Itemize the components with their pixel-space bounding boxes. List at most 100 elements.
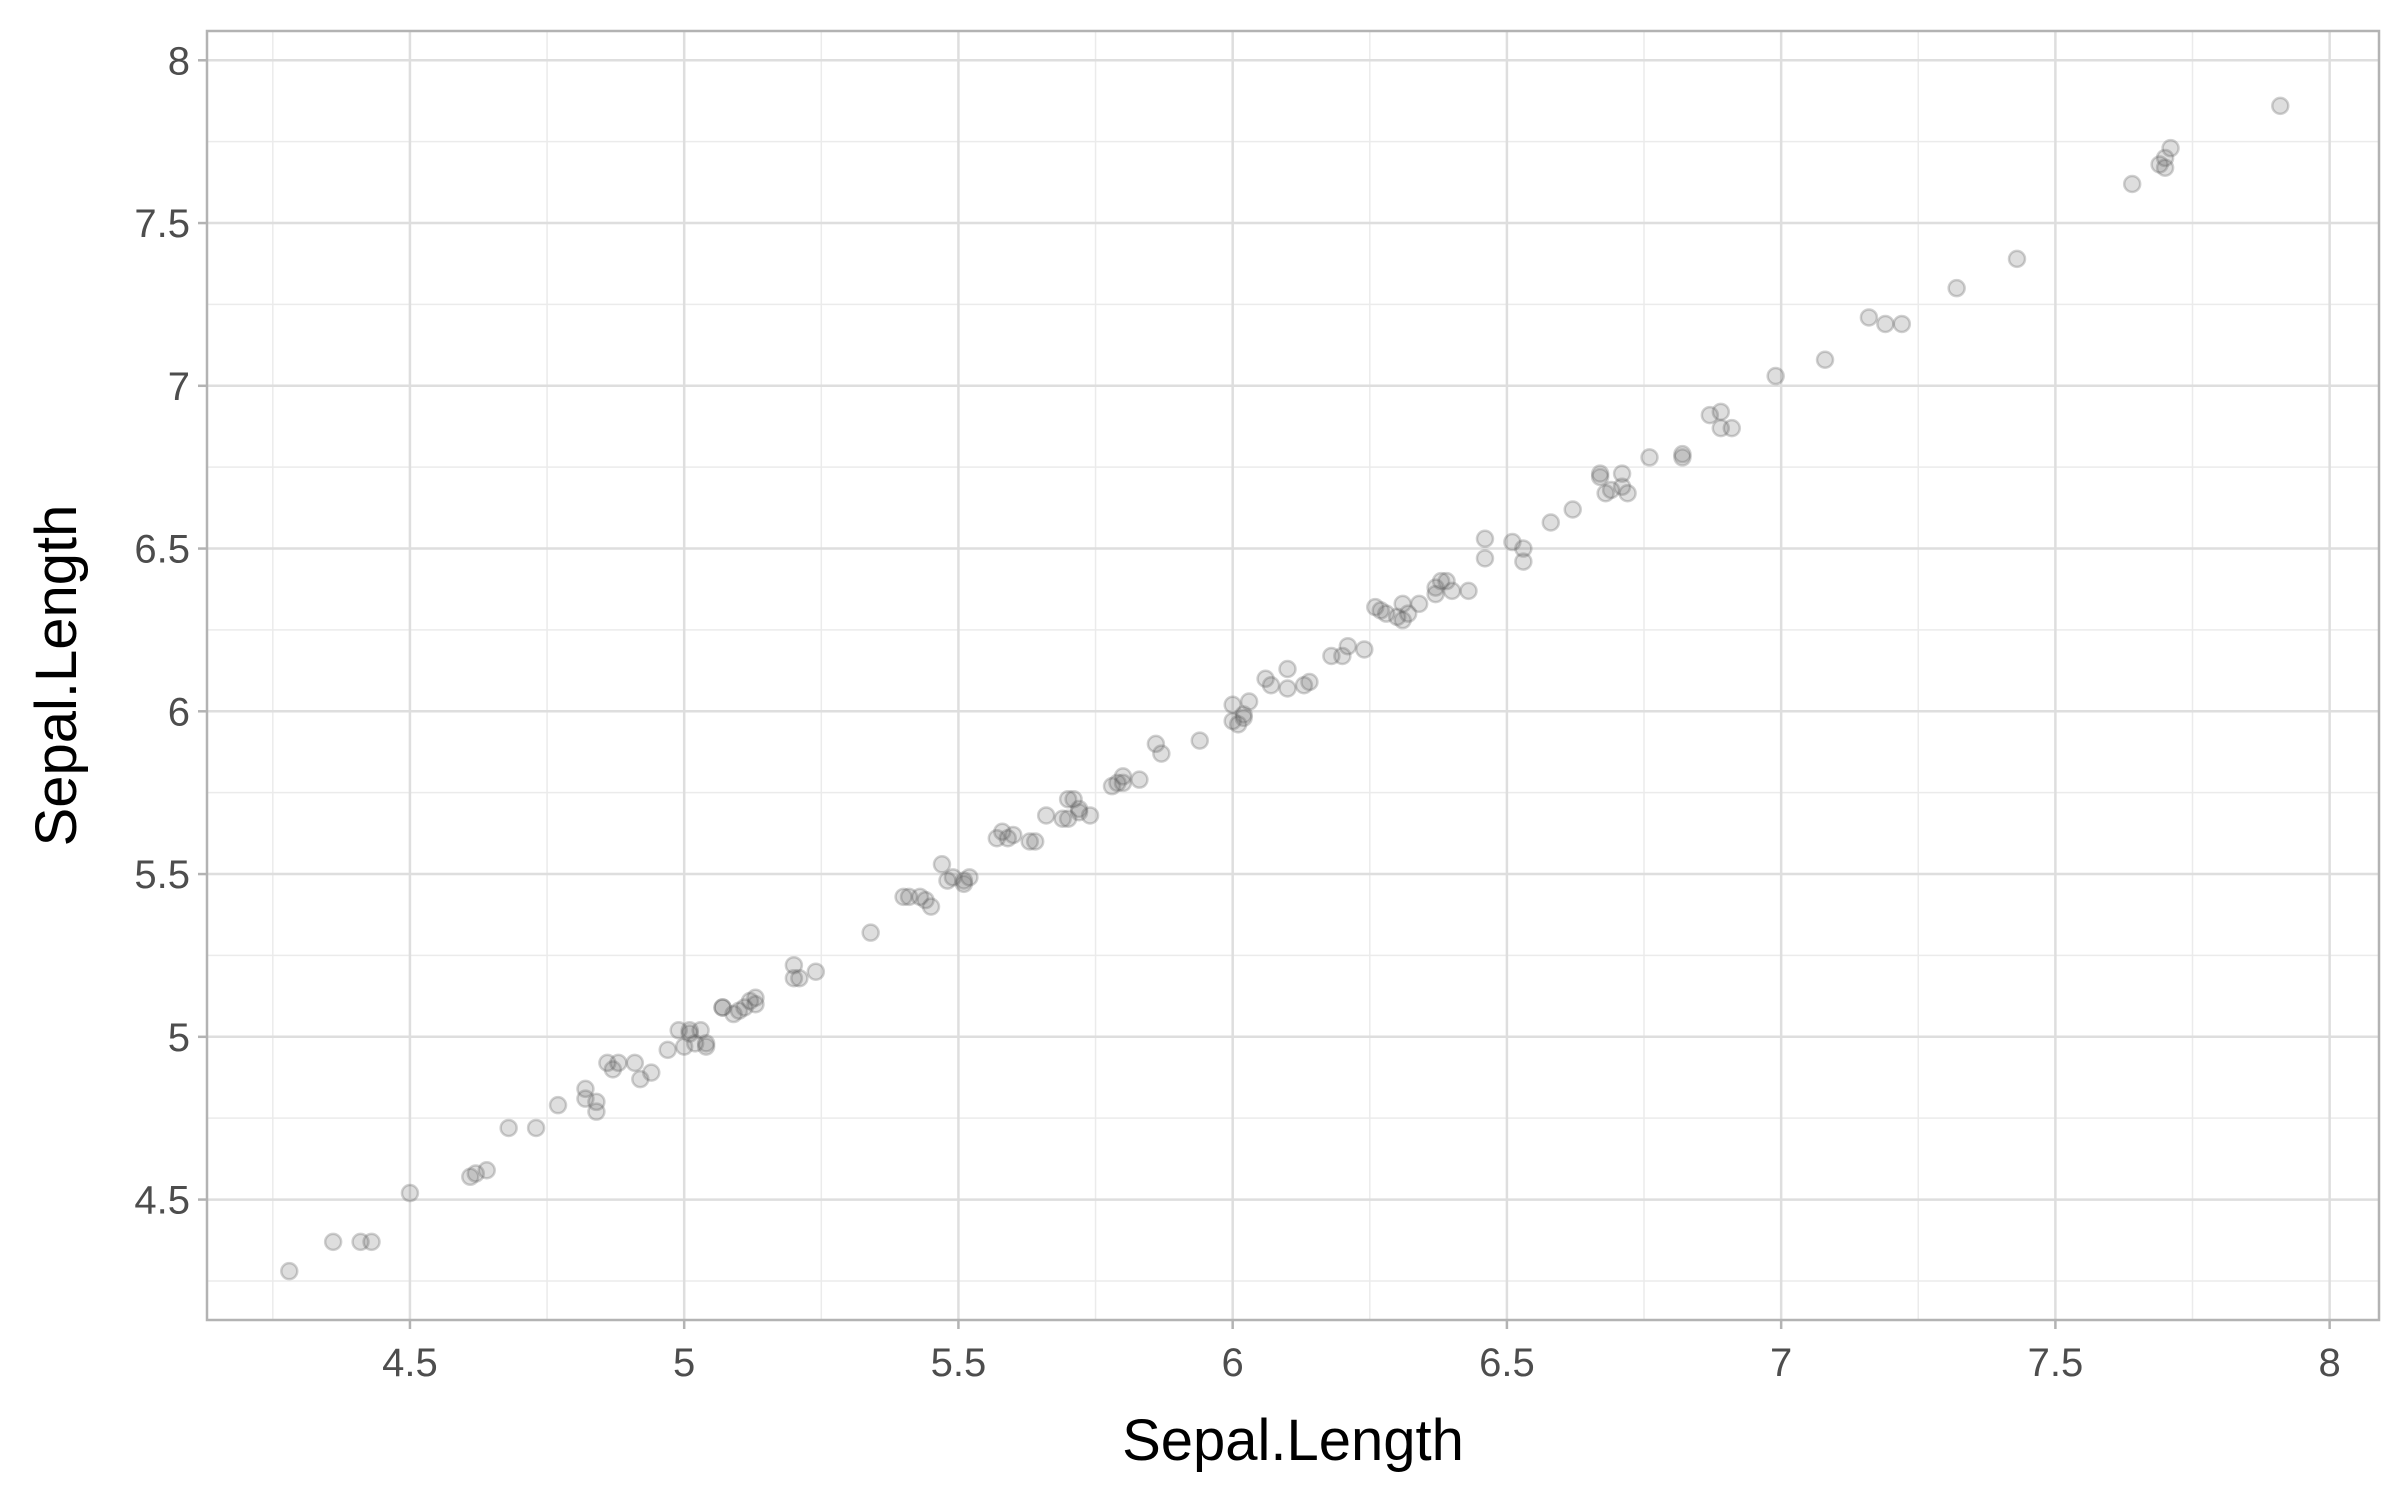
data-point [576, 1089, 595, 1108]
data-point [1459, 581, 1478, 601]
data-point [1322, 646, 1341, 666]
data-point [1590, 464, 1610, 483]
panel-border [205, 29, 2381, 1322]
data-point [790, 968, 809, 988]
data-point [587, 1092, 606, 1112]
y-tick-label: 6 [168, 690, 190, 734]
data-point [1722, 418, 1742, 438]
data-point [1711, 402, 1731, 422]
data-point [1431, 571, 1451, 591]
data-point [1234, 708, 1253, 728]
x-tick-label: 7.5 [2028, 1341, 2084, 1385]
data-point [1601, 480, 1621, 500]
data-point [548, 1095, 568, 1115]
data-point [1278, 679, 1297, 698]
data-points [280, 96, 2290, 1281]
y-tick-label: 4.5 [134, 1179, 190, 1223]
data-point [323, 1232, 343, 1252]
data-point [1398, 604, 1418, 623]
data-point [724, 1004, 743, 1024]
data-point [987, 829, 1007, 848]
data-point [1673, 448, 1692, 467]
y-tick-label: 7.5 [134, 202, 190, 246]
data-point [784, 955, 804, 975]
data-point [2007, 249, 2027, 269]
data-point [1223, 695, 1242, 715]
data-point [1563, 500, 1582, 519]
y-tick-label: 8 [168, 39, 190, 83]
y-tick-label: 6.5 [134, 528, 190, 572]
data-point [631, 1069, 650, 1089]
data-point [2271, 96, 2290, 116]
data-point [1036, 806, 1056, 825]
data-point [1113, 767, 1133, 786]
data-point [2155, 148, 2175, 168]
data-point [1409, 594, 1429, 614]
data-point [1892, 314, 1912, 334]
major-gridlines [207, 31, 2379, 1320]
data-point [603, 1060, 623, 1079]
x-tick-label: 7 [1770, 1341, 1792, 1385]
data-point [1393, 594, 1412, 614]
data-point [1612, 477, 1632, 496]
data-point [1371, 601, 1391, 620]
data-point [1020, 832, 1039, 851]
data-point [960, 868, 979, 887]
data-point [477, 1161, 496, 1180]
data-point [466, 1164, 486, 1183]
data-point [1069, 802, 1089, 822]
data-point [1640, 448, 1659, 467]
data-point [1102, 776, 1122, 796]
data-point [1053, 809, 1072, 828]
data-point [1503, 532, 1522, 552]
data-point [1426, 578, 1445, 597]
data-point [1612, 464, 1632, 483]
minor-gridlines [207, 31, 2379, 1320]
data-point [2161, 138, 2180, 158]
data-point [1711, 418, 1731, 438]
data-point [1366, 597, 1385, 617]
data-point [954, 874, 974, 894]
data-point [1596, 483, 1615, 503]
x-tick-label: 5 [673, 1341, 695, 1385]
data-point [1223, 711, 1242, 731]
data-point [729, 1001, 749, 1021]
data-point [1859, 308, 1879, 327]
data-point [1130, 770, 1149, 789]
data-point [1393, 610, 1412, 630]
data-point [1876, 314, 1895, 334]
x-axis-ticks: 4.5 5 5.5 6 6.5 7 7.5 8 [382, 1320, 2341, 1385]
data-point [1294, 676, 1314, 695]
data-point [932, 855, 952, 874]
data-point [1333, 646, 1352, 666]
data-point [499, 1118, 518, 1138]
data-point [1376, 604, 1396, 623]
data-point [1437, 571, 1456, 591]
data-point [1261, 676, 1281, 695]
data-point [740, 991, 760, 1011]
data-point [993, 822, 1012, 841]
data-point [1080, 806, 1100, 825]
data-point [1514, 539, 1533, 558]
data-point [1239, 692, 1259, 711]
data-point [685, 1034, 705, 1053]
data-point [1228, 715, 1248, 734]
data-point [598, 1053, 617, 1073]
data-point [609, 1053, 628, 1073]
data-point [1113, 773, 1133, 793]
data-point [351, 1232, 370, 1252]
x-tick-label: 6 [1222, 1341, 1244, 1385]
data-point [691, 1021, 710, 1040]
data-point [280, 1261, 299, 1281]
data-point [1700, 405, 1720, 425]
x-axis-title: Sepal.Length [1122, 1408, 1464, 1473]
y-tick-label: 5 [168, 1016, 190, 1060]
data-point [1590, 467, 1610, 487]
data-point [1300, 672, 1319, 692]
data-point [1673, 444, 1692, 464]
data-point [696, 1034, 716, 1053]
data-point [1256, 669, 1275, 689]
data-point [2155, 158, 2175, 177]
data-point [713, 998, 732, 1017]
